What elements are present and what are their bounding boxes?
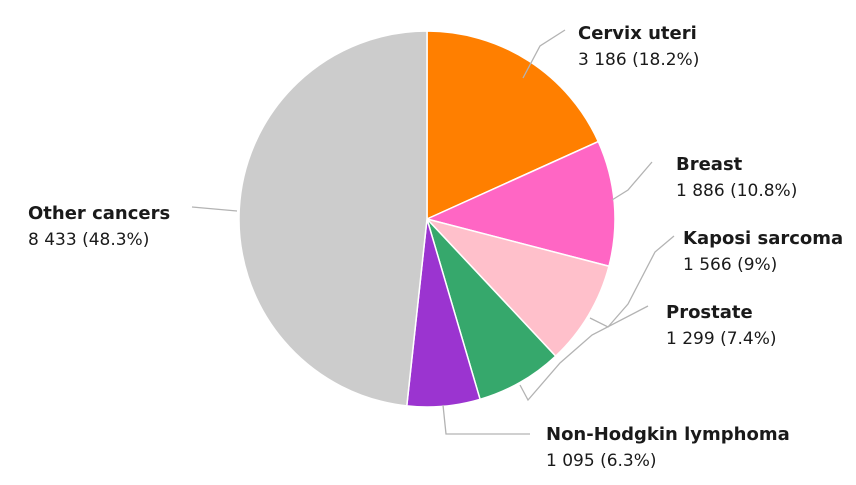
leader-line-non-hodgkin-lymphoma <box>442 404 530 435</box>
label-name-prostate: Prostate <box>666 302 753 323</box>
leader-line-breast <box>611 161 653 201</box>
label-value-kaposi-sarcoma: 1 566 (9%) <box>683 255 777 275</box>
label-value-breast: 1 886 (10.8%) <box>676 181 797 201</box>
pie-slices <box>238 30 616 408</box>
label-value-prostate: 1 299 (7.4%) <box>666 329 777 349</box>
leader-line-other-cancers <box>191 206 238 212</box>
leader-line-cervix-uteri <box>522 29 566 79</box>
label-name-other-cancers: Other cancers <box>28 203 170 224</box>
pie-slice-cervix-uteri <box>426 30 600 221</box>
label-value-cervix-uteri: 3 186 (18.2%) <box>578 50 699 70</box>
label-name-cervix-uteri: Cervix uteri <box>578 23 697 44</box>
pie-slice-kaposi-sarcoma <box>424 217 610 358</box>
slice-labels: Cervix uteri 3 186 (18.2%) Breast 1 886 … <box>28 23 843 471</box>
label-name-non-hodgkin-lymphoma: Non-Hodgkin lymphoma <box>546 424 790 445</box>
pie-slice-breast <box>424 140 616 268</box>
pie-slice-other-cancers <box>238 30 428 407</box>
label-value-non-hodgkin-lymphoma: 1 095 (6.3%) <box>546 451 657 471</box>
label-name-breast: Breast <box>676 154 743 175</box>
leader-lines <box>191 29 675 435</box>
leader-line-kaposi-sarcoma <box>589 235 675 328</box>
label-name-kaposi-sarcoma: Kaposi sarcoma <box>683 228 843 249</box>
label-value-other-cancers: 8 433 (48.3%) <box>28 230 149 250</box>
leader-line-prostate <box>519 305 649 402</box>
